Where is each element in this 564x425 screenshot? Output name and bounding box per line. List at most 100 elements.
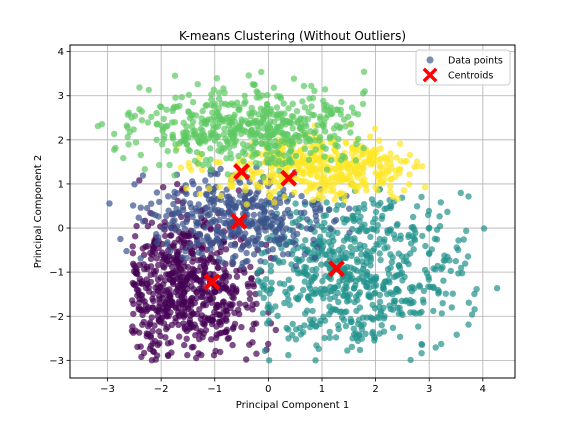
data-point xyxy=(165,193,172,200)
data-point xyxy=(232,205,239,212)
data-point xyxy=(274,93,281,100)
data-point xyxy=(258,68,265,76)
data-point xyxy=(153,230,160,238)
data-point xyxy=(173,267,180,274)
data-point xyxy=(411,163,418,171)
data-point xyxy=(206,185,213,192)
data-point xyxy=(248,275,255,282)
data-point xyxy=(312,271,320,279)
data-point xyxy=(376,330,383,337)
data-point xyxy=(263,100,271,108)
data-point xyxy=(292,241,299,248)
data-point xyxy=(304,216,311,223)
data-point xyxy=(210,352,218,359)
data-point xyxy=(245,72,252,79)
data-point xyxy=(320,171,327,179)
data-point xyxy=(360,201,368,208)
data-point xyxy=(123,247,130,255)
data-point xyxy=(294,296,302,303)
data-point xyxy=(189,111,196,118)
data-point xyxy=(274,236,281,243)
data-point xyxy=(171,103,178,111)
data-point xyxy=(410,246,417,253)
data-point xyxy=(253,224,260,231)
data-point xyxy=(359,100,367,108)
data-point xyxy=(340,116,348,123)
data-point xyxy=(137,255,144,262)
data-point xyxy=(262,276,270,283)
data-point xyxy=(471,290,478,298)
data-point xyxy=(298,192,305,200)
data-point xyxy=(180,129,187,136)
data-point xyxy=(188,210,196,217)
data-point xyxy=(325,206,333,214)
data-point xyxy=(433,236,441,243)
data-point xyxy=(275,150,283,158)
data-point xyxy=(179,204,187,211)
data-point xyxy=(331,293,339,301)
data-point xyxy=(247,217,255,224)
data-point xyxy=(302,178,309,185)
data-point xyxy=(152,267,160,274)
data-point xyxy=(279,214,286,222)
data-point xyxy=(201,224,209,231)
data-point xyxy=(359,265,367,273)
data-point xyxy=(129,250,137,257)
data-point xyxy=(408,288,415,295)
data-point xyxy=(186,147,193,155)
data-point xyxy=(428,246,435,253)
data-point xyxy=(244,304,251,311)
data-point xyxy=(329,234,336,241)
data-point xyxy=(200,300,207,308)
data-point xyxy=(258,250,265,257)
data-point xyxy=(309,307,316,315)
data-point xyxy=(453,244,460,251)
x-tick-label: −3 xyxy=(100,384,115,395)
data-point xyxy=(370,200,377,207)
data-point xyxy=(444,208,451,215)
x-tick-label: 2 xyxy=(372,384,378,395)
data-point xyxy=(352,330,360,337)
data-point xyxy=(183,327,191,335)
y-tick-label: 4 xyxy=(58,47,64,58)
data-point xyxy=(161,264,168,271)
data-point xyxy=(211,103,218,110)
data-point xyxy=(270,255,277,262)
data-point xyxy=(250,283,257,290)
data-point xyxy=(447,267,454,275)
data-point xyxy=(308,103,315,110)
data-point xyxy=(106,200,113,207)
data-point xyxy=(221,235,228,242)
data-point xyxy=(341,190,348,198)
data-point xyxy=(380,283,387,291)
data-point xyxy=(272,137,279,145)
data-point xyxy=(269,225,277,232)
data-point xyxy=(285,105,292,112)
data-point xyxy=(408,224,415,231)
data-point xyxy=(336,123,344,131)
data-point xyxy=(345,170,353,177)
data-point xyxy=(386,302,393,309)
data-point xyxy=(202,102,209,110)
data-point xyxy=(409,213,417,221)
data-point xyxy=(227,241,235,249)
data-point xyxy=(253,350,260,357)
data-point xyxy=(160,115,167,123)
data-point xyxy=(282,288,289,296)
legend-label-data-points: Data points xyxy=(448,56,503,67)
data-point xyxy=(398,297,405,305)
data-point xyxy=(480,225,488,232)
data-point xyxy=(136,177,143,184)
data-point xyxy=(139,172,147,179)
data-point xyxy=(311,137,319,144)
data-point xyxy=(132,139,140,146)
data-point xyxy=(372,208,380,216)
data-point xyxy=(173,223,181,230)
data-point xyxy=(387,176,394,183)
data-point xyxy=(175,210,183,217)
data-point xyxy=(390,231,398,238)
data-point xyxy=(230,324,237,331)
data-point xyxy=(207,166,215,173)
data-point xyxy=(339,201,347,209)
data-point xyxy=(422,242,429,250)
